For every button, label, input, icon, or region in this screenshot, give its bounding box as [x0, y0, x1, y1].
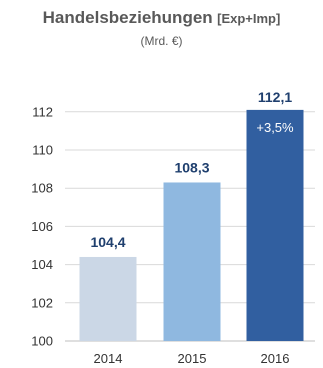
annotation-2016: +3,5%: [256, 120, 294, 135]
y-tick-label-110: 110: [32, 143, 53, 158]
chart-title: Handelsbeziehungen [Exp+Imp]: [0, 8, 323, 28]
value-label-2014: 104,4: [90, 234, 125, 250]
value-label-2015: 108,3: [174, 159, 209, 175]
y-tick-label-108: 108: [31, 181, 53, 196]
chart-title-suffix: [Exp+Imp]: [217, 11, 281, 26]
value-label-2016: 112,1: [258, 89, 292, 105]
x-tick-label-2015: 2015: [178, 351, 207, 366]
y-tick-label-106: 106: [31, 219, 53, 234]
y-axis-ticks: 100 102 104 106 108 110 112: [31, 104, 53, 348]
bars: 104,4 108,3 112,1 +3,5%: [79, 89, 304, 341]
x-tick-label-2014: 2014: [94, 351, 123, 366]
x-tick-label-2016: 2016: [261, 351, 290, 366]
bar-2016: [246, 109, 304, 341]
y-tick-label-102: 102: [31, 295, 53, 310]
bar-2015: [163, 182, 221, 341]
x-axis-ticks: 2014 2015 2016: [94, 351, 290, 366]
y-tick-label-104: 104: [31, 257, 53, 272]
chart-subtitle: (Mrd. €): [140, 34, 183, 48]
y-tick-label-100: 100: [31, 334, 53, 349]
chart-title-main: Handelsbeziehungen: [42, 8, 213, 27]
bar-2014: [79, 256, 137, 341]
y-tick-label-112: 112: [32, 104, 53, 119]
